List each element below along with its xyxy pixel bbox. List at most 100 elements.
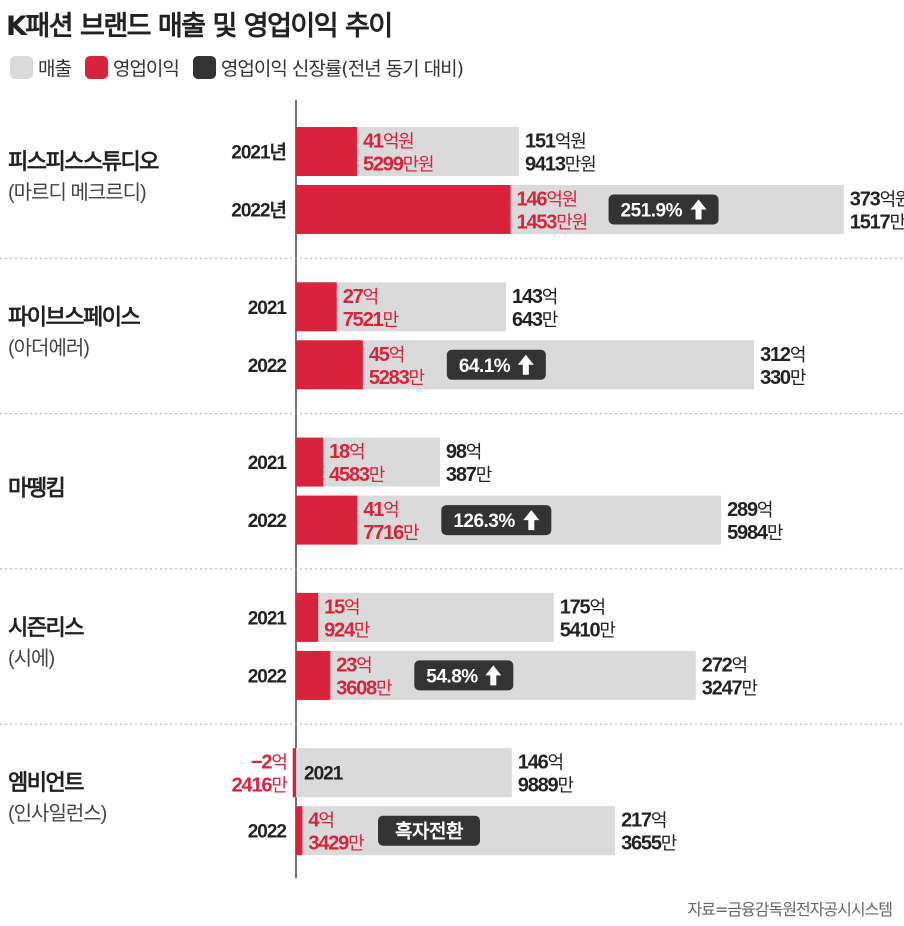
legend-swatch-revenue bbox=[10, 55, 33, 79]
operating-profit-bar bbox=[296, 340, 363, 390]
revenue-label: 5984만 bbox=[727, 522, 783, 544]
revenue-label: 643만 bbox=[512, 309, 558, 331]
revenue-label: 373억원 bbox=[850, 189, 904, 211]
operating-profit-label: 2416만 bbox=[232, 775, 288, 797]
operating-profit-bar bbox=[296, 806, 303, 856]
revenue-label: 289억 bbox=[727, 499, 772, 521]
revenue-label: 3655만 bbox=[621, 833, 677, 855]
legend-item-revenue: 매출 bbox=[10, 54, 72, 81]
year-label: 2021년 bbox=[231, 142, 286, 164]
growth-badge-bg bbox=[441, 505, 552, 536]
up-arrow-icon bbox=[485, 665, 502, 686]
operating-profit-label: 3608만 bbox=[336, 677, 392, 699]
growth-badge-bg bbox=[446, 349, 546, 380]
growth-badge-text: 54.8% bbox=[426, 666, 478, 687]
operating-profit-bar bbox=[296, 650, 331, 700]
revenue-label: 3247만 bbox=[702, 677, 758, 699]
growth-badge: 54.8% bbox=[414, 660, 514, 691]
operating-profit-bar bbox=[292, 748, 296, 798]
operating-profit-label: 924만 bbox=[324, 619, 370, 641]
company-name: 파이브스페이스 bbox=[8, 304, 140, 329]
operating-profit-label: 1453만원 bbox=[517, 212, 587, 234]
legend-item-operating-profit: 영업이익 bbox=[84, 54, 180, 81]
operating-profit-label: −2억 bbox=[251, 752, 287, 774]
operating-profit-bar bbox=[296, 127, 357, 176]
operating-profit-label: 41억원 bbox=[363, 131, 414, 153]
turnaround-badge: 흑자전환 bbox=[378, 815, 480, 846]
revenue-label: 9889만 bbox=[518, 775, 574, 797]
legend-label-revenue: 매출 bbox=[38, 57, 72, 80]
operating-profit-label: 4억 bbox=[308, 810, 333, 832]
revenue-label: 387만 bbox=[446, 464, 492, 486]
revenue-bar bbox=[296, 748, 512, 798]
company-name: 피스피스스튜디오 bbox=[8, 149, 159, 174]
year-label: 2022 bbox=[248, 822, 287, 843]
turnaround-badge-bg bbox=[378, 815, 480, 846]
operating-profit-label: 5299만원 bbox=[363, 154, 433, 176]
legend-swatch-operating-profit bbox=[84, 55, 108, 79]
growth-badge-text: 251.9% bbox=[621, 201, 683, 222]
brand-name: (마르디 메크르디) bbox=[8, 181, 146, 204]
year-label: 2021 bbox=[248, 608, 288, 629]
brand-name: (인사일런스) bbox=[8, 802, 107, 825]
revenue-label: 98억 bbox=[446, 441, 481, 463]
operating-profit-label: 15억 bbox=[324, 596, 359, 618]
source-note: 자료=금융감독원전자공시시스템 bbox=[687, 900, 893, 919]
growth-badge: 251.9% bbox=[608, 194, 719, 225]
operating-profit-bar bbox=[296, 437, 324, 487]
company-name: 시즌리스 bbox=[8, 615, 84, 640]
operating-profit-label: 5283만 bbox=[369, 367, 425, 389]
operating-profit-label: 7521만 bbox=[343, 309, 399, 331]
operating-profit-label: 45억 bbox=[369, 344, 404, 366]
operating-profit-bar bbox=[296, 495, 358, 545]
up-arrow-icon bbox=[690, 199, 707, 220]
operating-profit-label: 23억 bbox=[336, 654, 371, 676]
legend-swatch-growth bbox=[192, 55, 216, 79]
operating-profit-bar bbox=[296, 282, 337, 332]
growth-badge-bg bbox=[414, 660, 514, 691]
year-label: 2021 bbox=[248, 453, 288, 474]
operating-profit-label: 146억원 bbox=[517, 189, 578, 211]
revenue-label: 146억 bbox=[518, 752, 563, 774]
year-label: 2022 bbox=[248, 511, 287, 532]
operating-profit-label: 27억 bbox=[343, 286, 378, 308]
revenue-label: 143억 bbox=[512, 286, 557, 308]
revenue-label: 5410만 bbox=[560, 619, 616, 641]
growth-badge: 126.3% bbox=[441, 505, 552, 536]
operating-profit-label: 18억 bbox=[329, 441, 364, 463]
year-label: 2022년 bbox=[231, 200, 286, 222]
legend-label-growth: 영업이익 신장률(전년 동기 대비) bbox=[220, 57, 464, 80]
revenue-label: 312억 bbox=[760, 344, 805, 366]
company-name: 엠비언트 bbox=[8, 770, 84, 795]
brand-name: (시에) bbox=[8, 647, 54, 670]
operating-profit-label: 41억 bbox=[363, 499, 398, 521]
year-label: 2021 bbox=[248, 298, 288, 319]
revenue-label: 272억 bbox=[702, 654, 747, 676]
brand-name: (아더에러) bbox=[8, 336, 89, 359]
revenue-label: 9413만원 bbox=[525, 154, 595, 176]
growth-badge: 64.1% bbox=[446, 349, 546, 380]
growth-badge-bg bbox=[608, 194, 719, 225]
operating-profit-bar bbox=[296, 592, 319, 642]
chart-title: K패션 브랜드 매출 및 영업이익 추이 bbox=[6, 11, 393, 42]
legend-label-operating-profit: 영업이익 bbox=[112, 57, 180, 80]
company-name: 마뗑킴 bbox=[8, 476, 64, 501]
year-label: 2022 bbox=[248, 356, 287, 377]
revenue-label: 1517만원 bbox=[850, 212, 904, 234]
revenue-label: 151억원 bbox=[525, 131, 586, 153]
revenue-label: 175억 bbox=[560, 596, 605, 618]
operating-profit-label: 7716만 bbox=[363, 522, 419, 544]
operating-profit-label: 4583만 bbox=[329, 464, 385, 486]
operating-profit-bar bbox=[296, 185, 511, 234]
legend-item-growth: 영업이익 신장률(전년 동기 대비) bbox=[192, 54, 464, 81]
revenue-label: 330만 bbox=[760, 367, 806, 389]
up-arrow-icon bbox=[523, 510, 540, 531]
year-label: 2021 bbox=[304, 764, 344, 785]
operating-profit-label: 3429만 bbox=[308, 833, 364, 855]
revenue-bar bbox=[296, 592, 554, 642]
growth-badge-text: 126.3% bbox=[453, 511, 515, 532]
legend: 매출 영업이익 영업이익 신장률(전년 동기 대비) bbox=[10, 52, 477, 82]
growth-badge-text: 64.1% bbox=[459, 356, 511, 377]
revenue-label: 217억 bbox=[621, 810, 666, 832]
